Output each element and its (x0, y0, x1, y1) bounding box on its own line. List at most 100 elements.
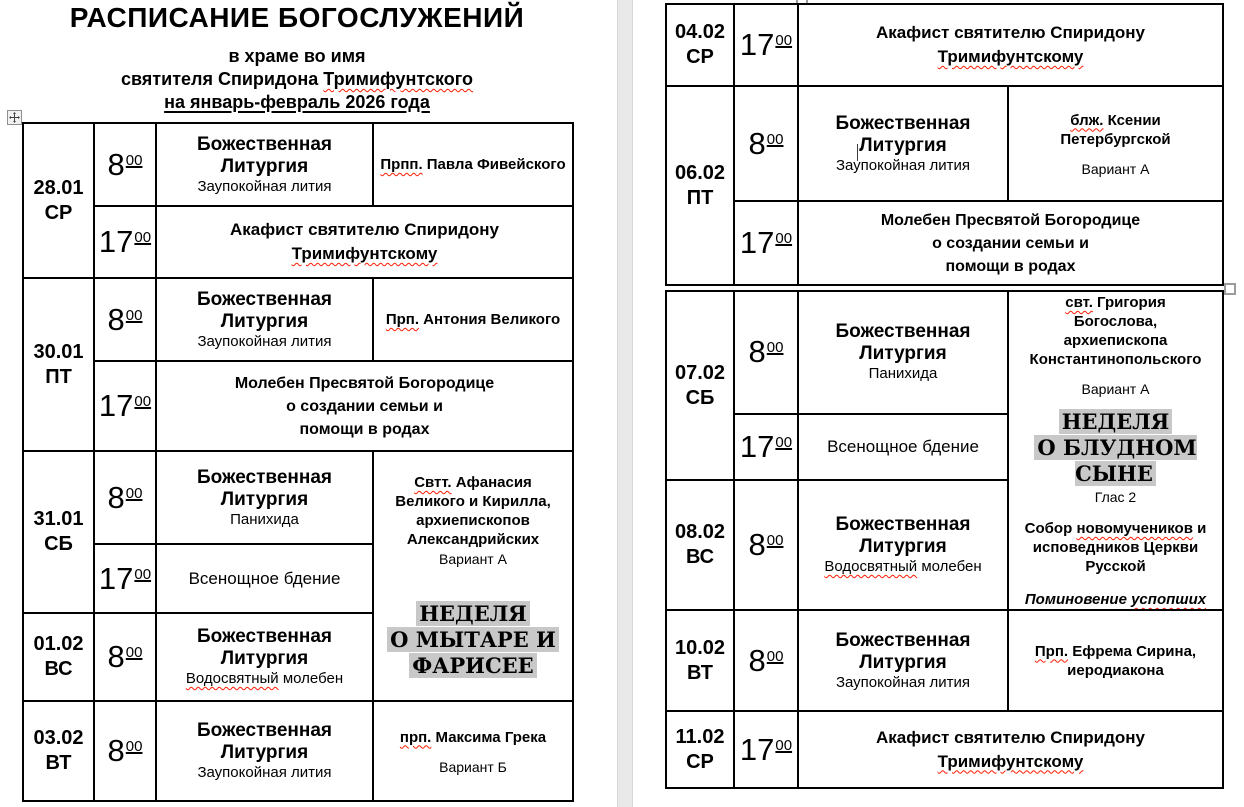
service-title: Божественная Литургия (196, 133, 333, 177)
date-cell: 06.02 ПТ (665, 85, 735, 286)
sobor-text: Собор новомучеников и исповедников Церкв… (1024, 520, 1207, 575)
misspelled-word: Тримифунтского (323, 69, 474, 89)
service-note: Заупокойная лития (835, 673, 971, 691)
time-cell: 800 (93, 277, 157, 362)
time-cell: 1700 (93, 360, 157, 452)
date-cell: 30.01 ПТ (22, 277, 95, 452)
table-row: 1700 Акафист святителю Спиридону Тримифу… (23, 205, 574, 279)
table-row: 07.02 СБ 800 Божественная Литургия Панихид… (665, 289, 1224, 611)
service-title: Божественная Литургия (196, 288, 333, 332)
time-cell: 800 (733, 479, 799, 611)
service-cell: Божественная Литургия Заупокойная лития (797, 609, 1009, 712)
service-title: Божественная Литургия (196, 720, 333, 763)
schedule-table-right-upper: 04.02 СР 1700 Акафист святителю Спиридону… (665, 3, 1224, 286)
table-row: 1700 Молебен Пресвятой Богородице о созд… (23, 360, 574, 452)
schedule-table-left: 28.01 СР 800 Божественная Литургия Заупоко… (22, 122, 574, 802)
date-cell: 28.01 СР (22, 122, 95, 279)
subtitle-line-2: святителя Спиридона Тримифунтского (120, 69, 474, 89)
service-title: Божественная Литургия (196, 626, 333, 669)
table-row: 11.02 СР 1700 Акафист святителю Спиридону… (665, 710, 1224, 789)
service-cell: Божественная Литургия Панихида (155, 450, 374, 545)
saint-name: прп. Максима Грека (399, 728, 547, 746)
evening-service-cell: Всенощное бдение (797, 412, 1009, 482)
document-subtitle: в храме во имя святителя Спиридона Трими… (22, 45, 572, 114)
service-note: Панихида (230, 510, 299, 528)
service-title: Божественная Литургия (196, 466, 333, 510)
service-title: Божественная Литургия (835, 112, 971, 156)
evening-service-cell: Всенощное бдение (155, 543, 374, 614)
variant-label: Вариант А (1081, 381, 1150, 397)
table-row: 1700 Молебен Пресвятой Богородице о созд… (666, 200, 1224, 286)
glas-label: Глас 2 (1094, 489, 1137, 505)
document-header: РАСПИСАНИЕ БОГОСЛУЖЕНИЙ в храме во имя с… (22, 2, 572, 114)
variant-label: Вариант А (1081, 160, 1150, 177)
date-cell: 31.01 СБ (22, 450, 95, 614)
evening-service-cell: Акафист святителю Спиридону Тримифунтско… (797, 710, 1224, 789)
service-title: Божественная Литургия (835, 321, 971, 365)
date-cell: 11.02 СР (665, 710, 735, 789)
saint-week-cell: Свтт. Афанасия Великого и Кирилла, архие… (372, 450, 574, 702)
service-note: Водосвятный молебен (824, 558, 982, 576)
service-cell: Божественная Литургия Панихида (797, 290, 1009, 415)
subtitle-line-1: в храме во имя (228, 46, 366, 66)
date-cell: 04.02 СР (665, 3, 735, 87)
service-title: Божественная Литургия (835, 629, 971, 673)
service-cell: Божественная Литургия Заупокойная лития (155, 122, 374, 207)
saint-cell: Прп. Антония Великого (372, 277, 574, 362)
variant-label: Вариант Б (439, 758, 507, 775)
date-cell: 08.02 ВС (665, 479, 735, 611)
week-title: НЕДЕЛЯ О МЫТАРЕ И ФАРИСЕЕ (377, 601, 569, 679)
service-note: Заупокойная лития (835, 156, 971, 174)
evening-service-cell: Акафист святителю Спиридону Тримифунтско… (797, 3, 1224, 87)
page-left: РАСПИСАНИЕ БОГОСЛУЖЕНИЙ в храме во имя с… (0, 0, 617, 807)
table-move-handle-icon[interactable] (7, 110, 22, 125)
commemoration-text: Поминовение успопших (1024, 591, 1207, 608)
saint-cell: Прп. Ефрема Сирина, иеродиакона (1007, 609, 1224, 712)
table-row: 06.02 ПТ 800 Божественная Литургия Заупоко… (665, 85, 1224, 286)
time-cell: 1700 (733, 412, 799, 482)
saint-cell: прп. Максима Грека Вариант Б (372, 700, 574, 802)
table-row: 03.02 ВТ 800 Божественная Литургия Заупоко… (22, 700, 574, 802)
service-note: Панихида (868, 365, 938, 383)
variant-label: Вариант А (439, 551, 507, 567)
subtitle-line-3: на январь-февраль 2026 года (164, 92, 430, 112)
evening-service-cell: Молебен Пресвятой Богородице о создании … (155, 360, 574, 452)
time-cell: 1700 (733, 3, 799, 87)
time-cell: 800 (93, 122, 157, 207)
service-note: Водосвятный молебен (185, 670, 344, 687)
service-title: Божественная Литургия (835, 514, 971, 558)
date-cell: 01.02 ВС (22, 612, 95, 702)
document-title: РАСПИСАНИЕ БОГОСЛУЖЕНИЙ (69, 2, 525, 33)
table-resize-handle-icon[interactable] (1224, 283, 1236, 295)
time-cell: 800 (733, 85, 799, 202)
text-cursor (857, 144, 858, 161)
table-row: 01.02 ВС 800 Божественная Литургия Водосвя… (22, 612, 573, 702)
date-cell: 07.02 СБ (665, 289, 735, 482)
service-cell: Божественная Литургия Заупокойная лития (155, 700, 374, 802)
week-title: НЕДЕЛЯ О БЛУДНОМ СЫНЕ (1012, 409, 1219, 487)
table-row: 1700 Всенощное бдение (23, 543, 573, 614)
service-cell: Божественная Литургия Водосвятный молебен (797, 479, 1009, 611)
time-cell: 800 (93, 700, 157, 802)
evening-service-cell: Молебен Пресвятой Богородице о создании … (797, 200, 1224, 286)
time-cell: 1700 (93, 205, 157, 279)
date-cell: 03.02 ВТ (22, 700, 95, 802)
service-note: Заупокойная лития (197, 177, 332, 195)
evening-service-cell: Акафист святителю Спиридону Тримифунтско… (155, 205, 574, 279)
service-cell: Божественная Литургия Заупокойная лития (155, 277, 374, 362)
time-cell: 800 (733, 290, 799, 415)
move-cross-icon (9, 112, 20, 123)
time-cell: 800 (93, 612, 157, 702)
page-gap-divider (617, 0, 633, 807)
time-cell: 800 (733, 609, 799, 712)
service-note: Заупокойная лития (197, 332, 332, 350)
service-cell: Божественная Литургия Заупокойная лития (797, 85, 1009, 202)
time-cell: 1700 (733, 200, 799, 286)
time-cell: 1700 (93, 543, 157, 614)
page-right: 04.02 СР 1700 Акафист святителю Спиридону… (633, 0, 1244, 807)
table-row: 1700 Всенощное бдение (666, 412, 1223, 482)
saint-name: блж. Ксении Петербургской (1060, 111, 1171, 148)
time-cell: 800 (93, 450, 157, 545)
table-row: 10.02 ВТ 800 Божественная Литургия Заупоко… (665, 609, 1224, 712)
schedule-table-right-lower: 07.02 СБ 800 Божественная Литургия Панихид… (665, 289, 1224, 789)
